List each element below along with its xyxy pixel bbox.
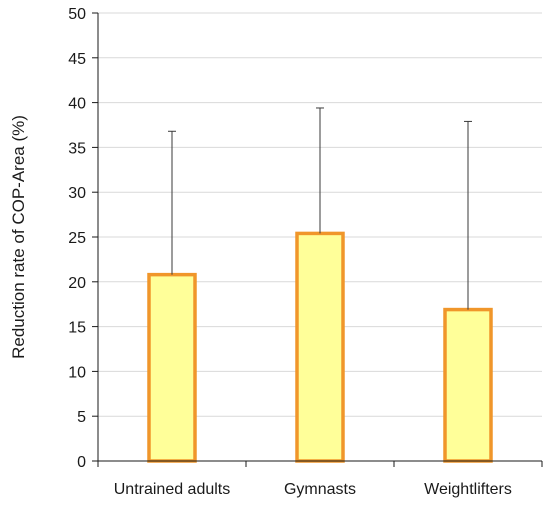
axes <box>92 12 543 467</box>
y-tick-label: 5 <box>77 409 86 426</box>
y-tick-label: 45 <box>68 51 86 68</box>
y-tick-label: 35 <box>68 140 86 157</box>
y-tick-label: 50 <box>68 6 86 23</box>
y-tick-label: 30 <box>68 185 86 202</box>
y-tick-labels: 0 5 10 15 20 25 30 35 40 45 50 <box>68 6 86 471</box>
y-tick-label: 20 <box>68 275 86 292</box>
y-tick-label: 15 <box>68 320 86 337</box>
bar <box>295 231 345 463</box>
error-bars <box>168 107 472 310</box>
x-tick-label: Untrained adults <box>114 481 231 498</box>
y-tick-label: 40 <box>68 96 86 113</box>
x-tick-label: Weightlifters <box>424 481 512 498</box>
bar <box>147 272 197 463</box>
x-tick-label: Gymnasts <box>284 481 356 498</box>
y-tick-label: 0 <box>77 454 86 471</box>
x-tick-labels: Untrained adults Gymnasts Weightlifters <box>114 481 512 498</box>
y-tick-label: 10 <box>68 364 86 381</box>
y-axis-title: Reduction rate of COP-Area (%) <box>9 115 28 359</box>
y-tick-label: 25 <box>68 230 86 247</box>
bars <box>147 231 493 463</box>
bar <box>443 307 493 463</box>
